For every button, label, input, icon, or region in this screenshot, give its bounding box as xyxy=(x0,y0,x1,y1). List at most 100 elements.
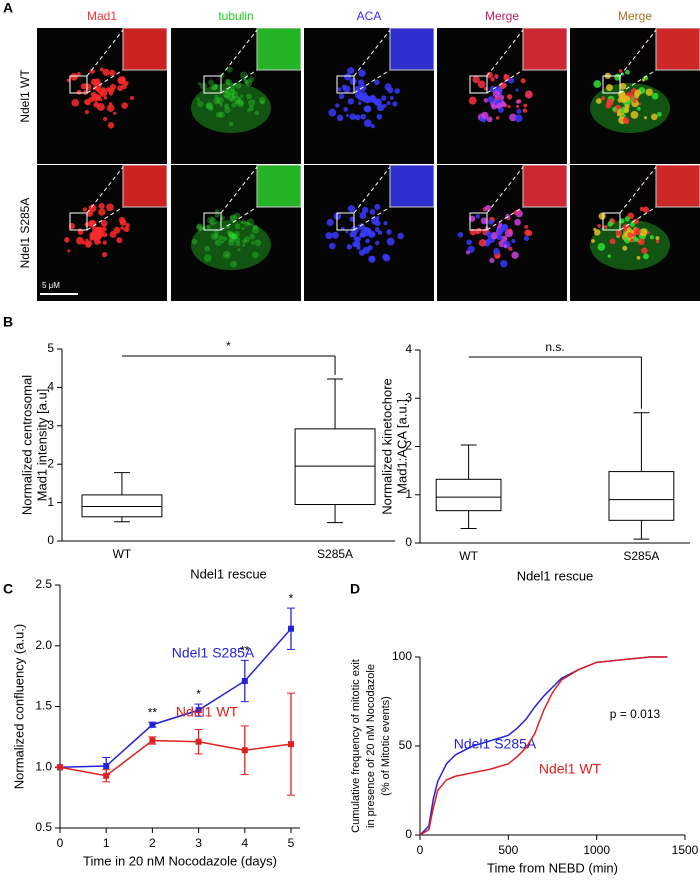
signal-spot xyxy=(234,100,239,105)
signal-spot xyxy=(354,85,362,93)
signal-spot xyxy=(472,75,480,84)
inset xyxy=(522,27,568,71)
point xyxy=(241,677,248,684)
signal-spot xyxy=(82,207,87,212)
signal-spot xyxy=(492,90,501,98)
signal-spot xyxy=(224,78,231,85)
signal-spot xyxy=(349,77,357,86)
signal-spot xyxy=(244,80,250,86)
significance: ** xyxy=(148,705,158,719)
signal-spot xyxy=(633,227,641,236)
signal-spot xyxy=(480,217,488,225)
spindle xyxy=(191,83,271,133)
signal-spot xyxy=(248,105,254,112)
signal-spot xyxy=(224,103,229,109)
spindle xyxy=(590,83,670,133)
inset-link xyxy=(220,69,258,94)
signal-spot xyxy=(328,108,337,117)
signal-spot xyxy=(508,246,513,251)
signal-spot xyxy=(206,103,212,109)
signal-spot xyxy=(485,204,492,212)
signal-spot xyxy=(494,74,499,79)
x-tick-label: 3 xyxy=(195,836,202,850)
y-axis-title: Normalized kinetochore xyxy=(379,378,394,515)
signal-spot xyxy=(241,227,245,231)
signal-spot xyxy=(88,96,94,103)
signal-spot xyxy=(214,94,219,99)
signal-spot xyxy=(641,247,648,254)
signal-spot xyxy=(246,108,251,113)
signal-spot xyxy=(86,211,91,216)
x-tick-label: WT xyxy=(459,549,478,563)
signal-spot xyxy=(488,219,494,225)
signal-spot xyxy=(88,219,97,228)
y-tick-label: 0 xyxy=(405,827,412,841)
signal-spot xyxy=(216,96,224,105)
column-header: tubulin xyxy=(218,9,253,23)
signal-spot xyxy=(603,225,608,229)
signal-spot xyxy=(206,224,211,229)
signal-spot xyxy=(392,101,398,107)
inset-link xyxy=(353,69,391,94)
signal-spot xyxy=(347,205,356,213)
signal-spot xyxy=(237,248,241,252)
roi-box xyxy=(336,75,355,94)
x-tick-label: 1 xyxy=(103,836,110,850)
signal-spot xyxy=(634,237,639,242)
signal-spot xyxy=(76,89,82,95)
box xyxy=(81,494,163,518)
signal-spot xyxy=(511,251,519,259)
signal-spot xyxy=(509,113,517,122)
x-tick-label: S285A xyxy=(623,549,659,563)
signal-spot xyxy=(597,242,606,251)
signal-spot xyxy=(514,218,521,226)
signal-spot xyxy=(242,243,246,248)
signal-spot xyxy=(214,212,220,218)
signal-spot xyxy=(191,238,198,245)
signal-spot xyxy=(469,215,476,222)
y-tick-label: 1.0 xyxy=(35,759,52,773)
signal-spot xyxy=(84,83,92,91)
signal-spot xyxy=(357,223,365,231)
signal-spot xyxy=(506,94,513,100)
signal-spot xyxy=(496,102,502,109)
point xyxy=(241,747,248,754)
signal-spot xyxy=(96,102,105,111)
signal-spot xyxy=(106,104,115,112)
signal-spot xyxy=(343,73,352,81)
inset-link xyxy=(86,29,124,77)
y-tick-label: 5 xyxy=(47,341,54,355)
signal-spot xyxy=(629,222,635,228)
signal-spot xyxy=(363,119,372,128)
signal-spot xyxy=(118,216,126,224)
signal-spot xyxy=(338,93,345,100)
signal-spot xyxy=(475,214,480,219)
signal-spot xyxy=(356,245,361,250)
row-label: Ndel1 WT xyxy=(18,69,32,123)
signal-spot xyxy=(347,98,355,105)
signal-spot xyxy=(232,236,236,240)
signal-spot xyxy=(345,230,349,234)
inset xyxy=(655,27,700,71)
signal-spot xyxy=(493,247,500,255)
y-tick-label: 1.5 xyxy=(35,699,52,713)
signal-spot xyxy=(225,253,229,257)
signal-spot xyxy=(503,244,508,249)
x-tick-label: 0 xyxy=(57,836,64,850)
inset-link xyxy=(86,206,124,231)
signal-spot xyxy=(195,223,204,232)
signal-spot xyxy=(229,96,235,102)
line xyxy=(59,628,292,768)
scale-label: 5 μM xyxy=(42,281,60,290)
signal-spot xyxy=(359,84,367,92)
signal-spot xyxy=(113,111,117,115)
x-tick-label: 1500 xyxy=(672,843,699,857)
signal-spot xyxy=(374,227,380,232)
cell-signal xyxy=(191,209,271,270)
signal-spot xyxy=(125,223,130,228)
signal-spot xyxy=(378,230,383,235)
signal-spot xyxy=(215,111,223,118)
signal-spot xyxy=(622,245,628,251)
signal-spot xyxy=(102,116,108,122)
signal-spot xyxy=(346,113,350,118)
